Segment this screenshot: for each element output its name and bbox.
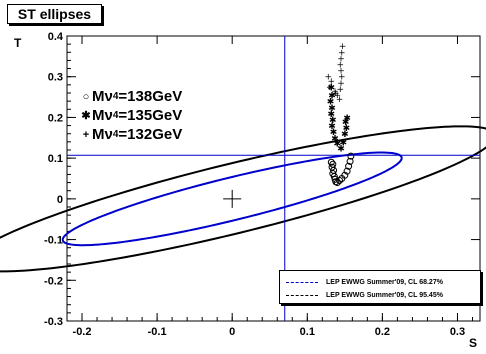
y-tick-label: 0.3	[48, 72, 63, 84]
mass-label-138: ○ Mν 4 =138GeV	[80, 88, 183, 105]
point-132gev: +	[337, 85, 345, 95]
point-132gev: +	[336, 95, 344, 105]
point-135gev: ✱	[328, 104, 336, 114]
y-tick-label: 0	[57, 194, 63, 206]
point-138gev	[346, 157, 354, 165]
point-132gev: +	[334, 91, 342, 101]
point-138gev	[347, 152, 355, 160]
x-tick-label: 0.3	[450, 326, 465, 338]
mass-label-135: ✱ Mν 4 =135GeV	[81, 107, 183, 124]
point-132gev: +	[326, 83, 334, 93]
point-135gev: ✱	[341, 130, 349, 140]
point-135gev: ✱	[328, 92, 336, 102]
x-tick-label: 0.1	[300, 326, 315, 338]
y-axis-label: T	[14, 36, 22, 50]
point-135gev: ✱	[328, 110, 336, 120]
x-axis-label: S	[469, 336, 478, 350]
chart-title: ST ellipses	[7, 4, 102, 24]
circle-icon: ○	[82, 90, 90, 103]
point-132gev: +	[338, 48, 346, 58]
point-138gev	[327, 158, 335, 166]
point-138gev	[341, 171, 349, 179]
point-138gev	[343, 167, 351, 175]
y-tick-label: 0.4	[48, 31, 64, 43]
point-135gev: ✱	[342, 118, 350, 128]
y-tick-label: 0.1	[48, 153, 63, 165]
point-132gev: +	[337, 79, 345, 89]
x-tick-label: -0.1	[148, 326, 167, 338]
point-135gev: ✱	[328, 122, 336, 132]
asterisk-icon: ✱	[81, 110, 91, 122]
plot-frame	[66, 35, 481, 322]
point-135gev: ✱	[337, 144, 345, 154]
point-132gev: +	[331, 87, 339, 97]
point-135gev: ✱	[340, 138, 348, 148]
y-tick-label: 0.2	[48, 112, 63, 124]
point-135gev: ✱	[328, 83, 336, 93]
point-132gev: +	[328, 77, 336, 87]
point-132gev: +	[339, 42, 347, 52]
legend-line-black	[286, 294, 318, 296]
point-132gev: +	[338, 73, 346, 83]
x-tick-label: 0.2	[375, 326, 390, 338]
point-138gev	[345, 162, 353, 170]
confidence-ellipse	[0, 125, 486, 273]
y-tick-label: -0.1	[44, 235, 63, 247]
legend: LEP EWWG Summer'09, CL 68.27% LEP EWWG S…	[279, 270, 481, 304]
x-tick-label: -0.2	[73, 326, 92, 338]
point-138gev	[336, 177, 344, 185]
point-132gev: +	[332, 89, 340, 99]
point-138gev	[333, 179, 341, 187]
legend-entry-95: LEP EWWG Summer'09, CL 95.45%	[286, 290, 443, 300]
point-135gev: ✱	[327, 98, 335, 108]
point-135gev: ✱	[343, 124, 351, 134]
point-135gev: ✱	[330, 128, 338, 138]
y-tick-label: -0.2	[44, 275, 63, 287]
point-132gev: +	[325, 73, 333, 83]
point-132gev: +	[337, 61, 345, 71]
plus-icon: +	[82, 128, 90, 141]
point-135gev: ✱	[329, 116, 337, 126]
y-tick-label: -0.3	[44, 316, 63, 328]
legend-entry-68: LEP EWWG Summer'09, CL 68.27%	[286, 277, 443, 287]
confidence-ellipse	[61, 151, 403, 247]
point-135gev: ✱	[334, 140, 342, 150]
point-132gev: +	[337, 67, 345, 77]
point-135gev: ✱	[331, 134, 339, 144]
point-132gev: +	[337, 54, 345, 64]
legend-line-blue	[286, 281, 318, 283]
mass-label-132: + Mν 4 =132GeV	[80, 126, 182, 143]
x-tick-label: 0	[229, 326, 235, 338]
point-138gev	[328, 163, 336, 171]
point-135gev: ✱	[343, 114, 351, 124]
